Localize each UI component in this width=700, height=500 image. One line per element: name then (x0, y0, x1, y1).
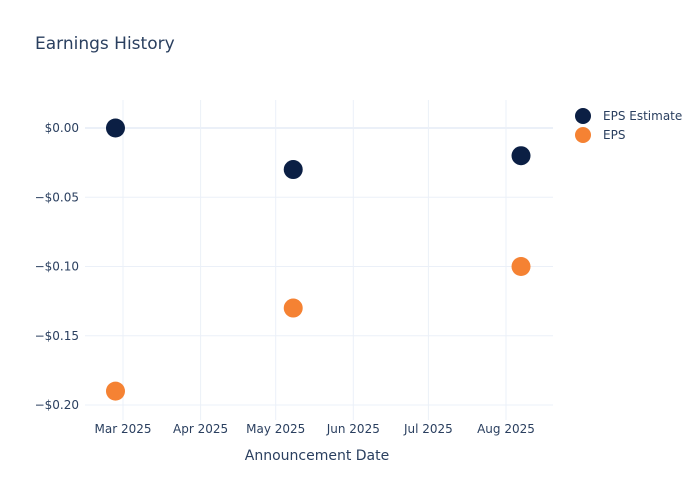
y-tick-label: −$0.15 (35, 329, 79, 343)
legend: EPS Estimate EPS (575, 106, 682, 144)
legend-label: EPS (603, 127, 626, 142)
x-tick-label: Jun 2025 (326, 422, 380, 436)
eps-estimate-marker-icon (575, 107, 591, 124)
y-tick-label: −$0.05 (35, 190, 79, 204)
gridlines (85, 100, 553, 420)
x-tick-label: Mar 2025 (95, 422, 152, 436)
eps-marker-icon (575, 126, 591, 143)
x-tick-label: Apr 2025 (173, 422, 228, 436)
legend-item-eps[interactable]: EPS (575, 125, 682, 144)
legend-item-eps-estimate[interactable]: EPS Estimate (575, 106, 682, 125)
eps-point[interactable] (283, 298, 303, 318)
x-tick-label: May 2025 (246, 422, 305, 436)
eps-point[interactable] (511, 257, 531, 276)
eps-estimate-point[interactable] (105, 118, 125, 138)
y-tick-label: $0.00 (45, 121, 79, 135)
eps-point[interactable] (105, 381, 125, 401)
x-tick-label: Jul 2025 (403, 422, 453, 436)
chart-title: Earnings History (35, 34, 175, 54)
data-points (105, 118, 531, 401)
y-tick-label: −$0.20 (35, 398, 79, 412)
x-axis-title: Announcement Date (244, 448, 390, 464)
legend-label: EPS Estimate (603, 108, 683, 123)
x-tick-label: Aug 2025 (477, 422, 535, 436)
eps-estimate-point[interactable] (511, 146, 531, 166)
x-axis-ticks: Mar 2025 Apr 2025 May 2025 Jun 2025 Jul 2025… (95, 422, 535, 436)
y-axis-ticks: $0.00 −$0.05 −$0.10 −$0.15 −$0.20 (35, 121, 79, 412)
y-tick-label: −$0.10 (35, 260, 79, 274)
eps-estimate-point[interactable] (283, 160, 303, 180)
